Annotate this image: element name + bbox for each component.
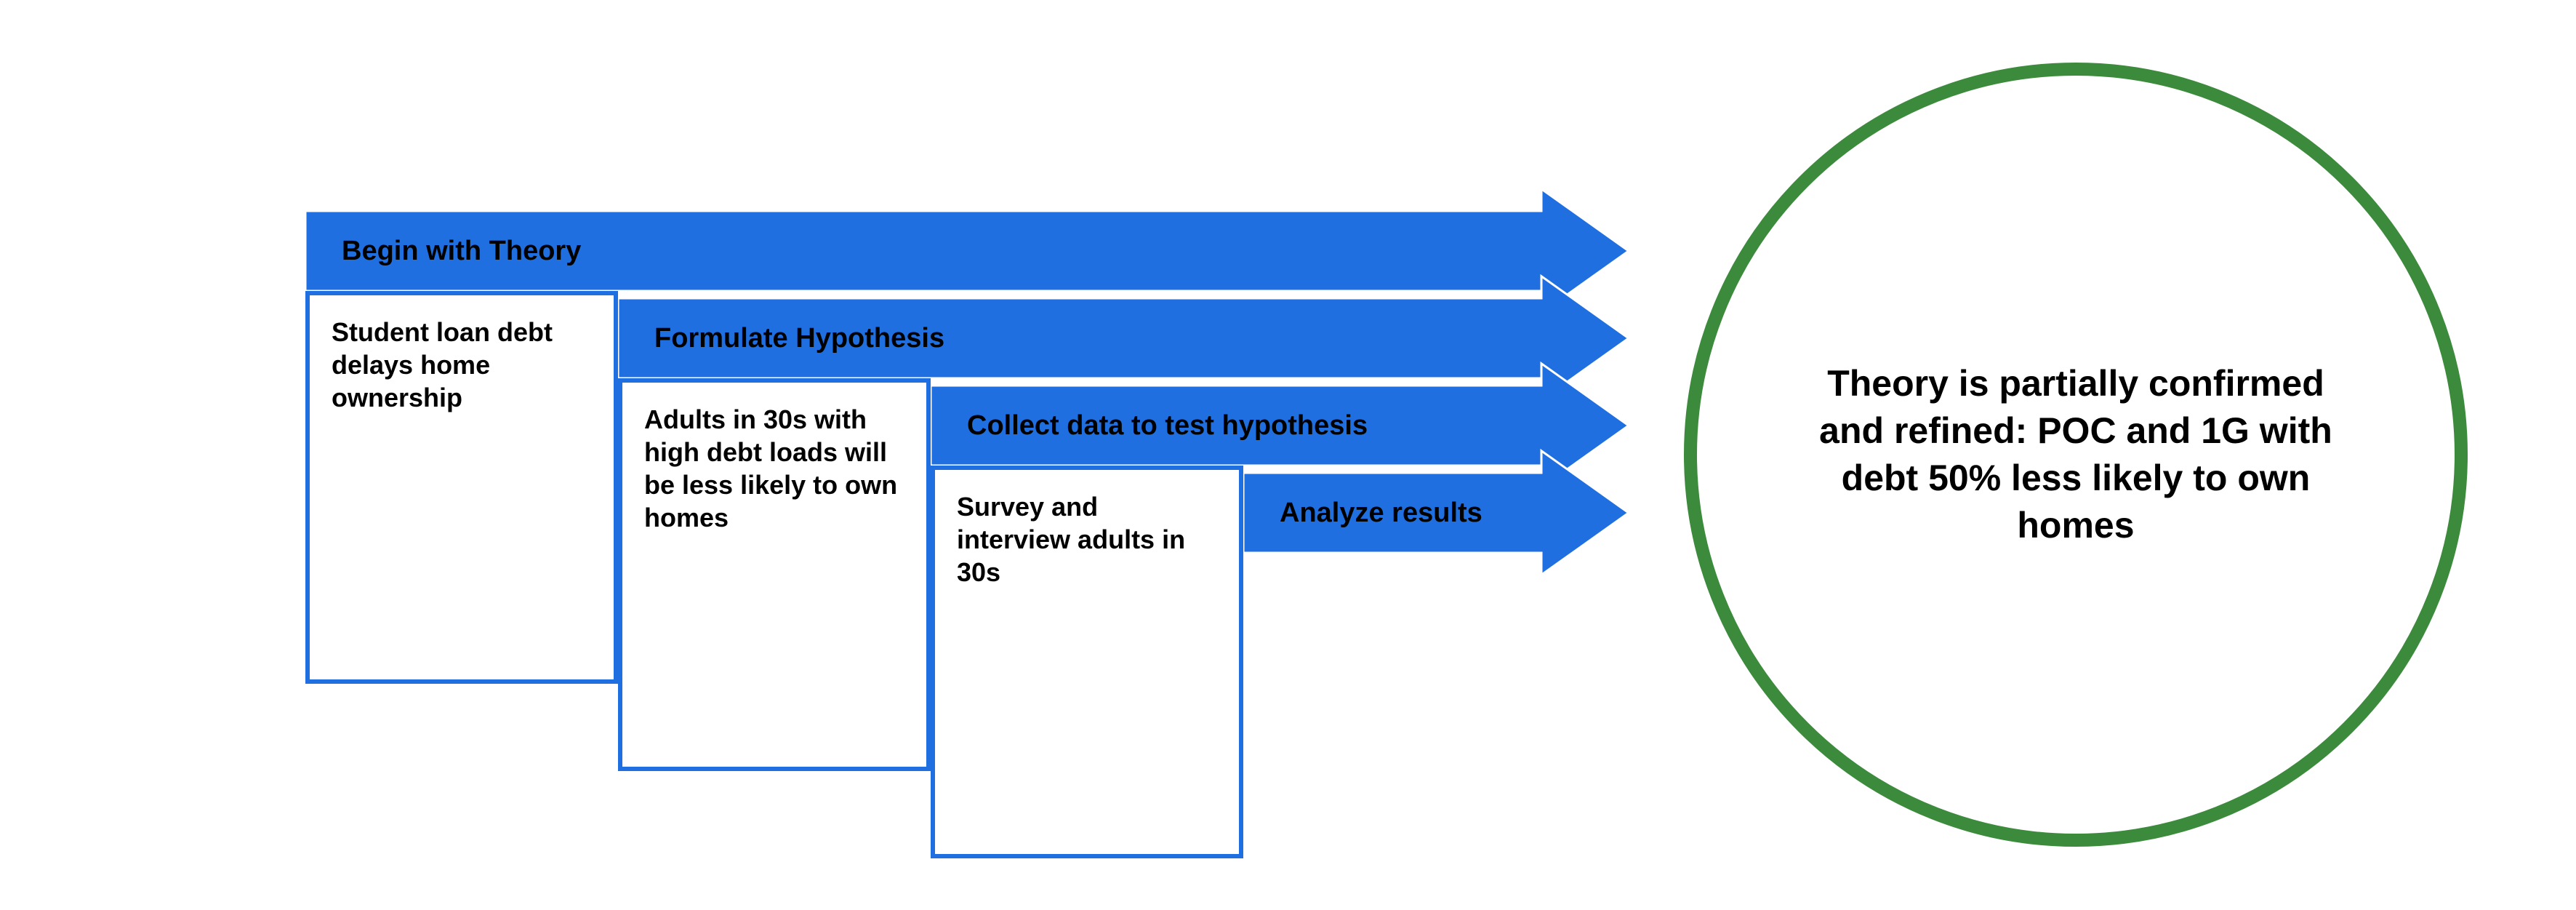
diagram-canvas: Begin with TheoryFormulate HypothesisCol… <box>0 0 2576 910</box>
result-circle-text: Theory is partially confirmed and refine… <box>1798 177 2353 732</box>
